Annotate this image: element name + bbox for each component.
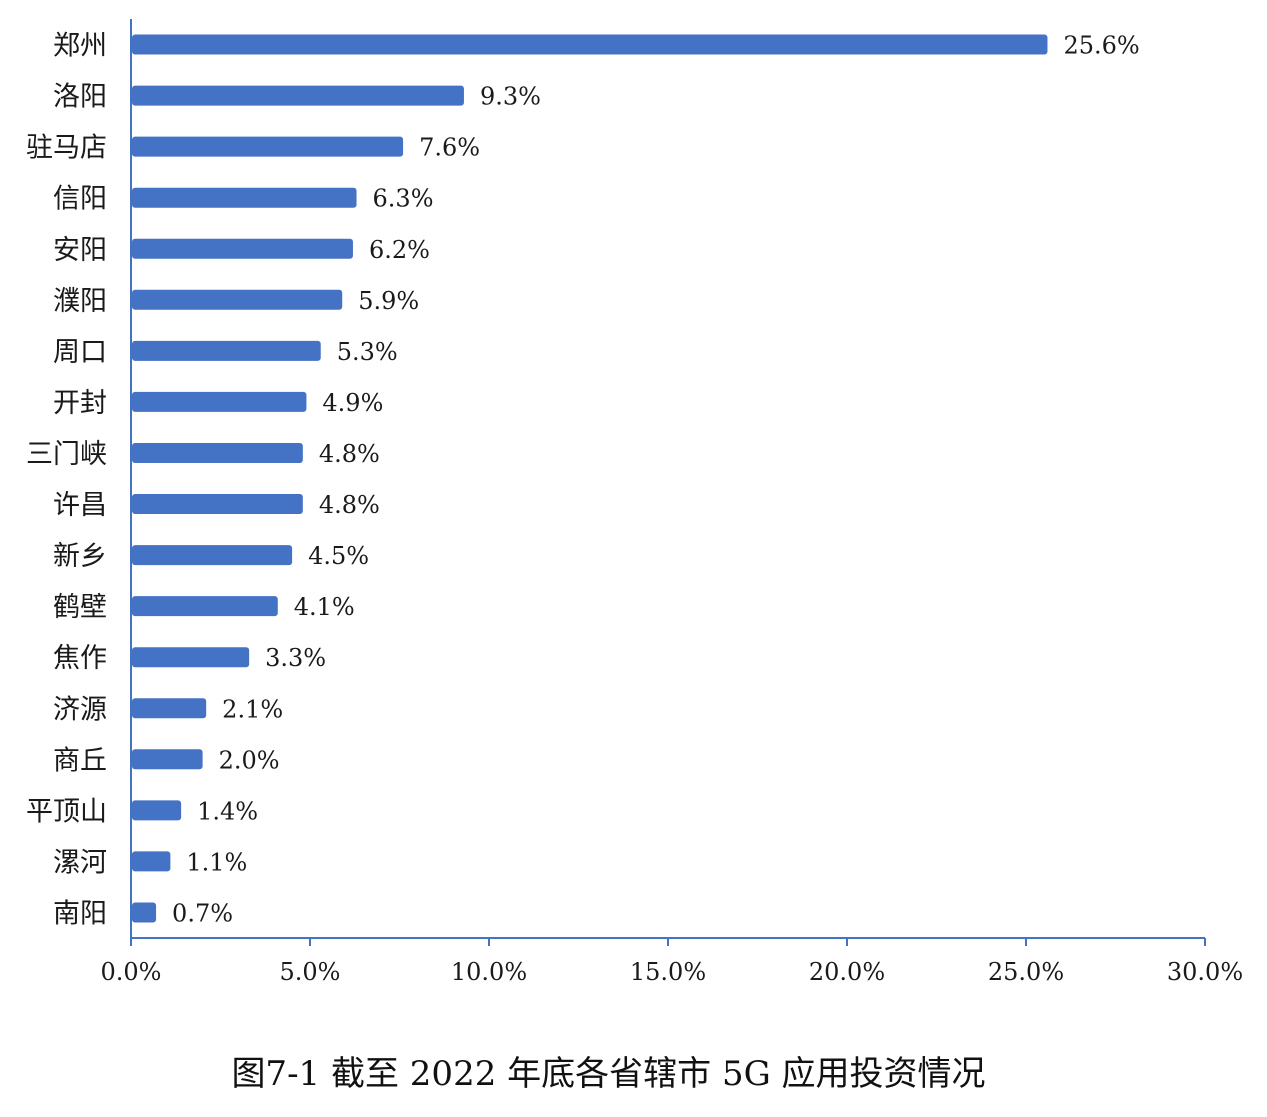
- bar: [132, 545, 293, 566]
- bar: [132, 851, 171, 872]
- data-label: 5.9%: [358, 287, 419, 315]
- bar: [132, 391, 307, 412]
- chart-caption: 图7-1 截至 2022 年底各省辖市 5G 应用投资情况: [231, 1054, 986, 1094]
- bar: [132, 442, 303, 463]
- category-label: 许昌: [53, 490, 107, 521]
- category-label: 周口: [53, 337, 107, 368]
- data-label: 7.6%: [419, 134, 480, 162]
- category-label: 驻马店: [26, 133, 107, 164]
- data-label: 2.0%: [219, 746, 280, 774]
- data-label: 4.8%: [319, 491, 380, 519]
- category-label: 漯河: [53, 847, 107, 878]
- bar: [132, 340, 321, 361]
- category-label: 平顶山: [26, 796, 107, 827]
- category-label: 信阳: [53, 184, 107, 215]
- bar: [132, 85, 464, 106]
- bar: [132, 596, 278, 617]
- bar: [132, 647, 250, 668]
- bar: [132, 289, 343, 310]
- category-label: 安阳: [53, 235, 107, 266]
- x-tick-label: 30.0%: [1167, 958, 1243, 986]
- data-label: 9.3%: [480, 83, 541, 111]
- data-label: 6.2%: [369, 236, 430, 264]
- bar: [132, 698, 207, 719]
- category-label: 濮阳: [53, 286, 107, 317]
- bar: [132, 494, 303, 515]
- category-label: 焦作: [53, 643, 107, 674]
- bar: [132, 800, 182, 821]
- data-label: 3.3%: [265, 644, 326, 672]
- data-label: 1.1%: [186, 848, 247, 876]
- x-tick-label: 25.0%: [988, 958, 1064, 986]
- data-label: 5.3%: [337, 338, 398, 366]
- category-label: 洛阳: [53, 82, 107, 113]
- bar: [132, 238, 353, 259]
- data-label: 4.8%: [319, 440, 380, 468]
- data-label: 4.9%: [322, 389, 383, 417]
- category-label: 南阳: [53, 898, 107, 929]
- bar: [132, 749, 203, 770]
- x-tick-label: 5.0%: [280, 958, 341, 986]
- x-tick-label: 0.0%: [101, 958, 162, 986]
- bar: [132, 902, 157, 923]
- category-label: 济源: [53, 694, 107, 725]
- data-label: 25.6%: [1063, 32, 1139, 60]
- data-label: 1.4%: [197, 797, 258, 825]
- category-label: 开封: [53, 388, 107, 419]
- category-label: 郑州: [53, 31, 107, 62]
- data-label: 2.1%: [222, 695, 283, 723]
- category-label: 鹤壁: [53, 592, 107, 623]
- x-tick-label: 20.0%: [809, 958, 885, 986]
- category-label: 三门峡: [26, 439, 107, 470]
- category-label: 新乡: [53, 541, 107, 572]
- bar-chart: 0.0% 5.0% 10.0% 15.0% 20.0% 25.0% 30.0% 郑州 25.6%…: [26, 19, 1243, 986]
- data-label: 0.7%: [172, 899, 233, 927]
- bar: [132, 136, 404, 157]
- x-tick-label: 15.0%: [630, 958, 706, 986]
- data-label: 4.5%: [308, 542, 369, 570]
- data-label: 4.1%: [294, 593, 355, 621]
- x-tick-label: 10.0%: [451, 958, 527, 986]
- bar: [132, 187, 357, 208]
- category-label: 商丘: [53, 745, 107, 776]
- bar: [132, 34, 1048, 55]
- data-label: 6.3%: [373, 185, 434, 213]
